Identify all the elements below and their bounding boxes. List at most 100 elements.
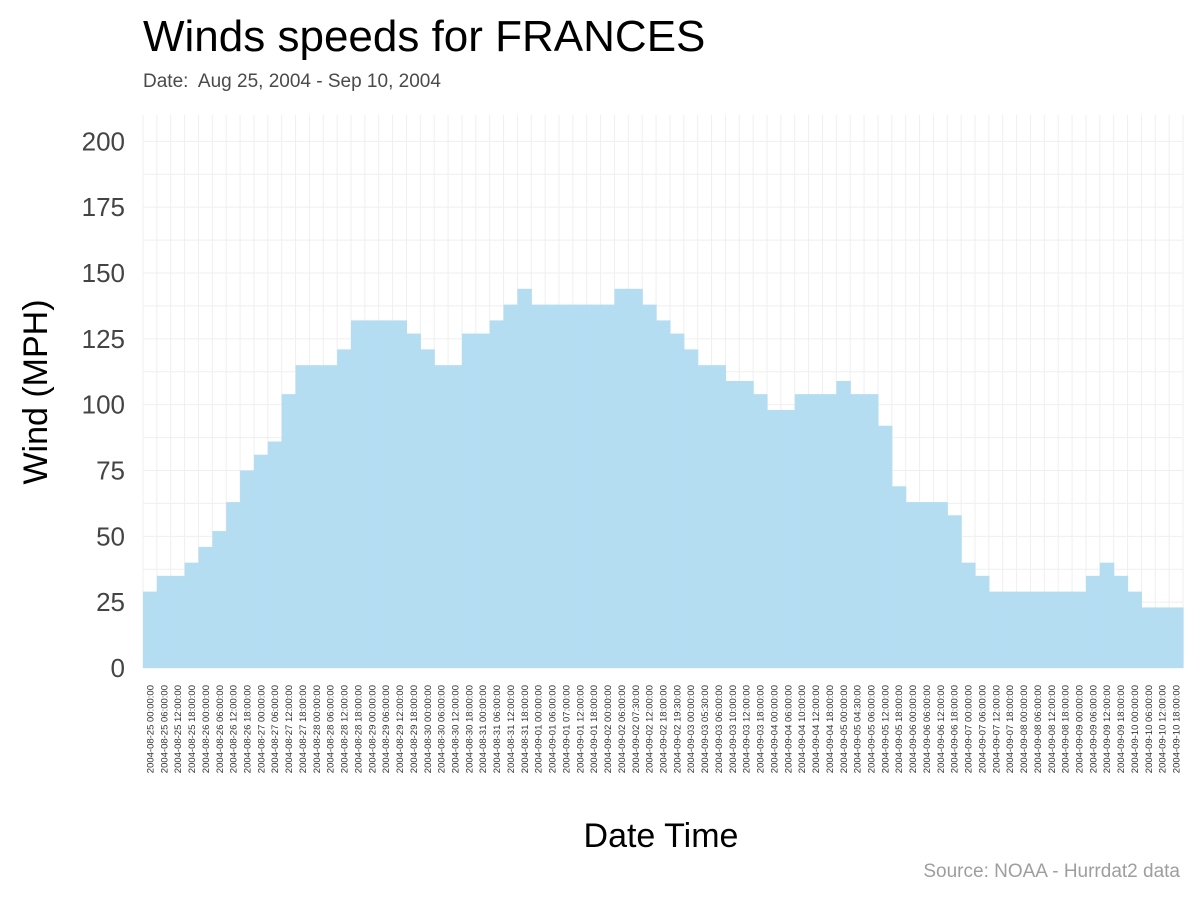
x-tick-label: 2004-08-27 12:00:00	[284, 685, 295, 773]
wind-step	[656, 320, 671, 668]
x-tick-label: 2004-09-05 00:00:00	[839, 685, 850, 773]
x-tick-label: 2004-09-02 00:00:00	[603, 685, 614, 773]
wind-step	[1169, 607, 1184, 668]
x-tick-label: 2004-09-09 00:00:00	[1075, 685, 1086, 773]
wind-step	[572, 304, 588, 668]
wind-step	[337, 349, 352, 668]
wind-step	[1155, 607, 1170, 668]
y-tick-label: 100	[82, 390, 125, 420]
x-tick-label: 2004-09-06 00:00:00	[908, 685, 919, 773]
wind-step	[600, 304, 616, 668]
wind-step	[143, 591, 158, 668]
x-tick-label: 2004-08-31 06:00:00	[492, 685, 503, 773]
x-axis-title: Date Time	[584, 817, 739, 855]
wind-step	[364, 320, 380, 668]
x-tick-label: 2004-09-05 06:00:00	[867, 685, 878, 773]
x-tick-label: 2004-09-04 12:00:00	[811, 685, 822, 773]
wind-step	[1127, 591, 1142, 668]
x-tick-label: 2004-09-05 12:00:00	[880, 685, 891, 773]
y-tick-label: 25	[96, 587, 125, 617]
x-tick-label: 2004-09-06 18:00:00	[950, 685, 961, 773]
y-axis-ticks: 0 25 50 75 100 125 150 175 200	[82, 126, 125, 683]
x-tick-label: 2004-09-07 18:00:00	[1005, 685, 1016, 773]
wind-step	[1030, 591, 1045, 668]
x-tick-label: 2004-09-02 19:30:00	[672, 685, 683, 773]
wind-step	[1099, 562, 1115, 668]
chart-caption: Source: NOAA - Hurrdat2 data	[923, 861, 1180, 882]
x-tick-label: 2004-08-31 12:00:00	[506, 685, 517, 773]
x-tick-label: 2004-08-27 18:00:00	[298, 685, 309, 773]
x-tick-label: 2004-09-03 18:00:00	[756, 685, 767, 773]
wind-step	[905, 502, 921, 668]
wind-step	[448, 365, 463, 668]
wind-step	[864, 394, 879, 668]
y-tick-label: 175	[82, 192, 125, 222]
wind-step	[212, 531, 227, 668]
x-tick-label: 2004-09-02 12:00:00	[645, 685, 656, 773]
wind-step	[1113, 575, 1129, 668]
wind-step	[545, 304, 560, 668]
wind-step	[170, 575, 186, 668]
wind-step	[933, 502, 948, 668]
x-tick-label: 2004-09-07 12:00:00	[991, 685, 1002, 773]
wind-step	[739, 380, 754, 668]
x-tick-label: 2004-09-03 10:00:00	[728, 685, 739, 773]
x-tick-label: 2004-08-28 18:00:00	[353, 685, 364, 773]
x-tick-label: 2004-09-01 18:00:00	[589, 685, 600, 773]
wind-step	[808, 394, 824, 668]
wind-step	[669, 333, 685, 668]
wind-step	[628, 288, 643, 668]
x-tick-label: 2004-09-05 18:00:00	[894, 685, 905, 773]
wind-step	[947, 515, 962, 668]
wind-step	[836, 380, 851, 668]
x-tick-label: 2004-09-08 00:00:00	[1019, 685, 1030, 773]
wind-step	[586, 304, 602, 668]
wind-step	[351, 320, 366, 668]
x-tick-label: 2004-08-29 06:00:00	[381, 685, 392, 773]
x-tick-label: 2004-09-03 05:30:00	[700, 685, 711, 773]
x-tick-label: 2004-08-28 00:00:00	[312, 685, 323, 773]
y-tick-label: 0	[111, 653, 125, 683]
wind-step	[420, 349, 435, 668]
x-tick-label: 2004-09-04 00:00:00	[769, 685, 780, 773]
x-tick-label: 2004-09-01 12:00:00	[575, 685, 586, 773]
wind-step	[1141, 607, 1156, 668]
wind-step	[323, 365, 338, 668]
wind-step	[1085, 575, 1101, 668]
x-tick-label: 2004-08-26 18:00:00	[243, 685, 254, 773]
x-tick-label: 2004-08-26 12:00:00	[229, 685, 240, 773]
x-tick-label: 2004-08-28 12:00:00	[340, 685, 351, 773]
wind-step	[475, 333, 491, 668]
wind-step	[198, 546, 213, 668]
y-axis-title: Wind (MPH)	[17, 299, 55, 484]
x-tick-label: 2004-09-03 06:00:00	[714, 685, 725, 773]
wind-step	[850, 394, 865, 668]
x-tick-label: 2004-09-10 12:00:00	[1158, 685, 1169, 773]
x-axis-ticks: 2004-08-25 00:00:00 2004-08-25 06:00:00 20…	[145, 685, 1182, 773]
wind-step	[406, 333, 421, 668]
x-tick-label: 2004-08-28 06:00:00	[326, 685, 337, 773]
wind-step	[489, 320, 505, 668]
x-tick-label: 2004-09-01 07:00:00	[561, 685, 572, 773]
x-tick-label: 2004-09-06 06:00:00	[922, 685, 933, 773]
x-tick-label: 2004-09-09 18:00:00	[1116, 685, 1127, 773]
wind-step	[226, 502, 241, 668]
wind-step	[780, 409, 796, 668]
wind-step	[919, 502, 934, 668]
wind-step	[822, 394, 837, 668]
wind-step	[711, 365, 726, 668]
wind-step	[614, 288, 629, 668]
y-tick-label: 125	[82, 324, 125, 354]
wind-step	[642, 304, 657, 668]
wind-step	[1016, 591, 1032, 668]
x-tick-label: 2004-09-07 06:00:00	[977, 685, 988, 773]
wind-step	[767, 409, 782, 668]
x-tick-label: 2004-09-02 07:30:00	[631, 685, 642, 773]
wind-area-series	[143, 288, 1184, 668]
wind-step	[975, 575, 990, 668]
wind-step	[1058, 591, 1073, 668]
x-tick-label: 2004-09-08 12:00:00	[1047, 685, 1058, 773]
x-tick-label: 2004-08-25 12:00:00	[173, 685, 184, 773]
x-tick-label: 2004-08-29 18:00:00	[409, 685, 420, 773]
y-tick-label: 150	[82, 258, 125, 288]
